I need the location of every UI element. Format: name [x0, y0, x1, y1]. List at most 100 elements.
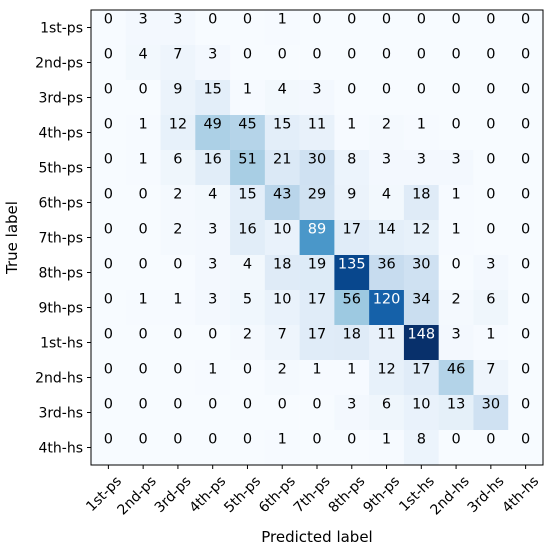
heatmap-cell-value: 0 — [312, 397, 321, 413]
heatmap-cell — [230, 115, 266, 151]
heatmap-cell — [91, 185, 127, 221]
heatmap-cell-value: 1 — [451, 222, 460, 238]
heatmap-cell-value: 0 — [382, 82, 391, 98]
heatmap-cell-value: 0 — [521, 257, 530, 273]
heatmap-cell-value: 0 — [278, 47, 287, 63]
heatmap-cell-value: 0 — [521, 432, 530, 448]
heatmap-cell-value: 7 — [173, 47, 182, 63]
heatmap-cell — [299, 360, 335, 396]
heatmap-cell-value: 0 — [417, 82, 426, 98]
heatmap-cell — [230, 220, 266, 256]
heatmap-cell — [334, 80, 370, 116]
y-tick-label: 3rd-ps — [38, 91, 83, 107]
heatmap-cell-value: 0 — [173, 397, 182, 413]
heatmap-cell — [403, 220, 439, 256]
heatmap-cell-value: 0 — [486, 117, 495, 133]
heatmap-cell-value: 0 — [347, 47, 356, 63]
heatmap-cell-value: 16 — [203, 152, 221, 168]
x-tick-label: 5th-ps — [221, 473, 264, 516]
heatmap-cell-value: 0 — [104, 222, 113, 238]
heatmap-cell-value: 0 — [382, 47, 391, 63]
heatmap-cell — [438, 325, 474, 361]
heatmap-cell — [438, 395, 474, 431]
heatmap-cell-value: 10 — [412, 397, 430, 413]
heatmap-cell-value: 49 — [203, 117, 221, 133]
heatmap-cell-value: 0 — [521, 47, 530, 63]
heatmap-cell-value: 17 — [412, 362, 430, 378]
heatmap-cell-value: 0 — [521, 12, 530, 28]
heatmap-cell-value: 45 — [238, 117, 256, 133]
heatmap-cell — [299, 255, 335, 291]
heatmap-cell — [125, 255, 161, 291]
heatmap-cell-value: 0 — [104, 47, 113, 63]
heatmap-cell-value: 2 — [173, 222, 182, 238]
heatmap-cell-value: 2 — [243, 327, 252, 343]
heatmap-cell-value: 0 — [312, 47, 321, 63]
heatmap-cell-value: 3 — [173, 12, 182, 28]
heatmap-cell — [264, 220, 300, 256]
heatmap-cell-value: 0 — [243, 47, 252, 63]
x-tick-label: 2nd-hs — [428, 473, 473, 518]
heatmap-cell-value: 9 — [347, 187, 356, 203]
heatmap-cell-value: 34 — [412, 292, 430, 308]
heatmap-cell — [91, 255, 127, 291]
heatmap-cell-value: 1 — [312, 362, 321, 378]
y-tick-label: 1st-ps — [40, 21, 83, 37]
heatmap-cell-value: 56 — [343, 292, 361, 308]
heatmap-cell-value: 17 — [308, 327, 326, 343]
heatmap-cell — [334, 360, 370, 396]
heatmap-cell-value: 1 — [451, 187, 460, 203]
heatmap-cell — [230, 45, 266, 81]
heatmap-cell-value: 0 — [104, 12, 113, 28]
heatmap-cell — [299, 395, 335, 431]
heatmap-cell — [160, 185, 196, 221]
heatmap-cell — [403, 325, 439, 361]
heatmap-cell — [195, 185, 231, 221]
heatmap-cell — [508, 430, 544, 466]
heatmap-cell-value: 0 — [486, 12, 495, 28]
heatmap-cell-value: 1 — [417, 117, 426, 133]
heatmap-cell — [438, 45, 474, 81]
heatmap-cell-value: 89 — [308, 222, 326, 238]
heatmap-cell — [334, 45, 370, 81]
heatmap-cell-value: 3 — [451, 327, 460, 343]
heatmap-cell — [334, 115, 370, 151]
heatmap-cell — [299, 290, 335, 326]
heatmap-cell — [508, 115, 544, 151]
heatmap-cell — [438, 430, 474, 466]
heatmap-cell-value: 0 — [347, 82, 356, 98]
heatmap-cell-value: 1 — [382, 432, 391, 448]
heatmap-cell — [91, 150, 127, 186]
heatmap-cell-value: 0 — [208, 432, 217, 448]
heatmap-cell — [125, 185, 161, 221]
heatmap-cell-value: 3 — [208, 257, 217, 273]
heatmap-cell — [508, 185, 544, 221]
heatmap-cell-value: 15 — [273, 117, 291, 133]
heatmap-cell-value: 0 — [243, 12, 252, 28]
heatmap-cell-value: 51 — [238, 152, 256, 168]
heatmap-cell-value: 0 — [104, 292, 113, 308]
heatmap-cell-value: 0 — [486, 82, 495, 98]
heatmap-cell-value: 0 — [104, 82, 113, 98]
heatmap-cell — [125, 80, 161, 116]
heatmap-cell — [508, 10, 544, 46]
heatmap-cell — [334, 430, 370, 466]
heatmap-cell — [473, 150, 509, 186]
x-tick-label: 6th-ps — [256, 473, 299, 516]
heatmap-cell — [508, 80, 544, 116]
heatmap-cell — [264, 325, 300, 361]
heatmap-cell — [334, 290, 370, 326]
heatmap-cell — [264, 360, 300, 396]
heatmap-cell — [403, 150, 439, 186]
heatmap-cell-value: 0 — [139, 397, 148, 413]
heatmap-cell — [299, 150, 335, 186]
heatmap-cell-value: 135 — [338, 257, 366, 273]
heatmap-cell — [473, 395, 509, 431]
heatmap-cell-value: 10 — [273, 222, 291, 238]
heatmap-cell — [403, 360, 439, 396]
heatmap-cell — [438, 220, 474, 256]
heatmap-cell — [508, 395, 544, 431]
heatmap-cell — [264, 10, 300, 46]
heatmap-cell-value: 8 — [417, 432, 426, 448]
